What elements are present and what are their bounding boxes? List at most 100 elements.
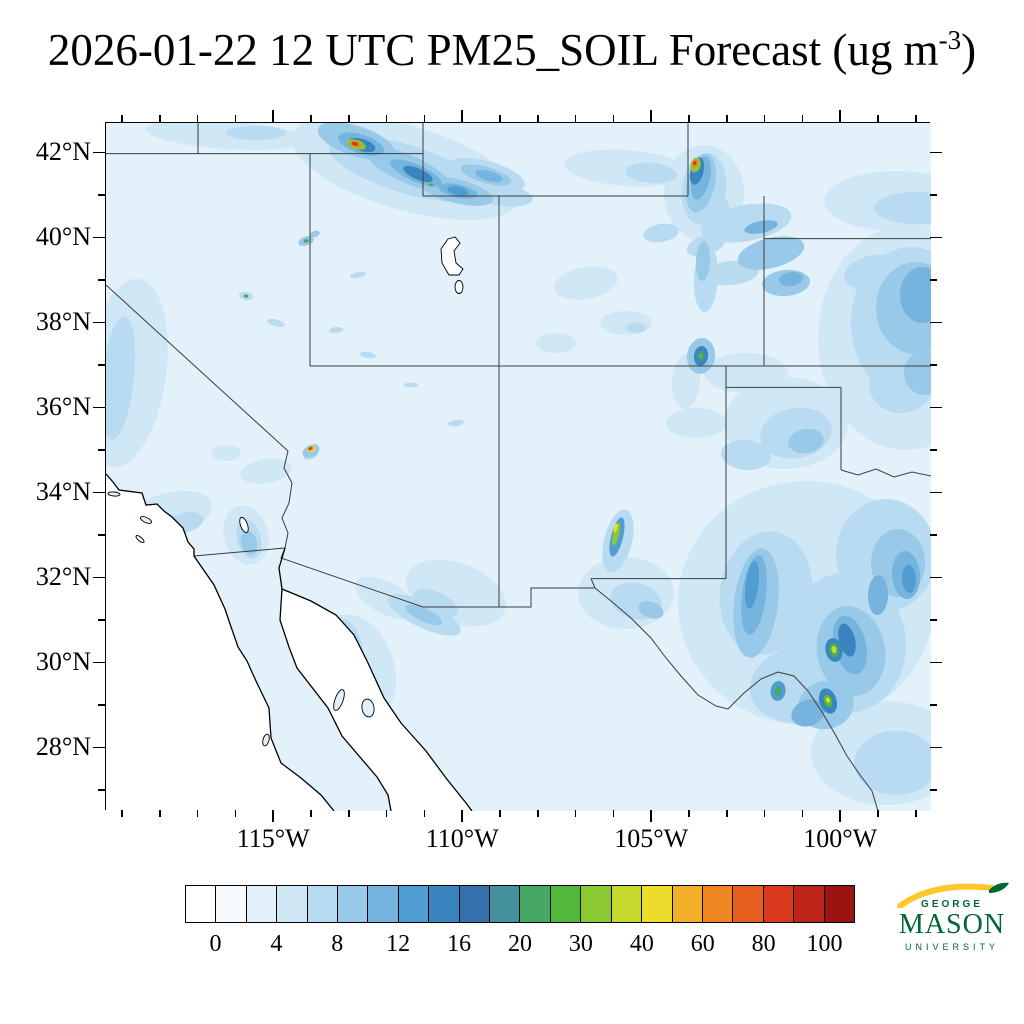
axis-tick <box>839 110 841 122</box>
axis-tick <box>98 364 105 366</box>
colorbar-tick-label: 4 <box>270 931 283 957</box>
axis-tick <box>930 364 937 366</box>
lat-tick-label: 36°N <box>35 391 91 421</box>
lakes <box>239 236 464 534</box>
dust-region-texas <box>678 377 931 805</box>
dust-plume-snake-river-idaho <box>291 123 533 220</box>
axis-tick <box>930 279 937 281</box>
axis-tick <box>574 115 577 122</box>
axis-tick <box>234 115 237 122</box>
lon-tick-label: 100°W <box>803 824 878 853</box>
colorbar-segment <box>733 886 764 922</box>
colorbar-segment <box>520 886 551 922</box>
axis-tick <box>423 115 426 122</box>
colorbar-segment <box>246 886 278 922</box>
axis-tick <box>272 810 274 822</box>
axis-tick <box>930 746 942 749</box>
axis-tick <box>915 115 917 122</box>
axis-tick <box>461 110 463 122</box>
lat-tick-label: 38°N <box>35 306 91 336</box>
axis-tick <box>310 810 312 817</box>
axis-tick <box>196 810 199 817</box>
lat-tick-label: 30°N <box>35 646 91 676</box>
gmu-mason-text: MASON <box>898 909 1006 940</box>
state-borders <box>106 123 931 607</box>
axis-tick <box>877 115 879 122</box>
axis-tick <box>930 236 942 239</box>
axis-tick <box>93 576 105 579</box>
gulf-of-california <box>280 589 472 811</box>
axis-tick <box>650 810 652 822</box>
lon-tick-label: 105°W <box>614 824 689 853</box>
axis-tick <box>121 115 123 122</box>
colorbar-tick-label: 0 <box>209 931 222 957</box>
title-exponent: -3 <box>938 25 962 55</box>
gmu-george-text: GEORGE <box>921 899 983 910</box>
axis-tick <box>93 406 105 409</box>
axis-tick <box>726 115 728 122</box>
dust-region-plains-nebraska-kansas <box>643 171 931 450</box>
axis-tick <box>98 534 105 536</box>
lon-tick-label: 115°W <box>236 824 310 853</box>
axis-tick <box>93 491 105 494</box>
colorbar-segment <box>398 886 430 922</box>
axis-tick <box>98 619 105 621</box>
coastline <box>106 473 473 811</box>
colorbar-segment <box>338 886 369 922</box>
colorbar-segment <box>490 886 521 922</box>
axis-tick <box>196 115 199 122</box>
axis-tick <box>763 115 766 122</box>
title-text: 2026-01-22 12 UTC PM25_SOIL Forecast (ug… <box>47 25 939 75</box>
colorbar-segment <box>763 886 795 922</box>
map-frame <box>105 122 931 811</box>
axis-tick <box>98 449 105 451</box>
colorbar-segment <box>368 886 399 922</box>
lat-tick-label: 42°N <box>35 136 91 166</box>
axis-tick <box>423 810 426 817</box>
axis-tick <box>537 810 539 817</box>
colorbar-segment <box>581 886 612 922</box>
colorbar <box>185 885 855 923</box>
axis-tick <box>930 534 937 536</box>
lat-tick-label: 34°N <box>35 476 91 506</box>
axis-tick <box>461 810 463 822</box>
dust-region-oregon <box>146 123 306 151</box>
axis-tick <box>930 661 942 664</box>
axis-tick <box>93 151 105 154</box>
dust-region-new-mexico <box>578 408 726 629</box>
axis-tick <box>930 194 937 196</box>
colorbar-tick-label: 12 <box>386 931 411 957</box>
lat-tick-label: 40°N <box>35 221 91 251</box>
axis-tick <box>688 115 690 122</box>
colorbar-tick-label: 40 <box>629 931 654 957</box>
colorbar-tick-label: 80 <box>751 931 776 957</box>
axis-tick <box>930 789 937 791</box>
axis-tick <box>930 406 942 409</box>
islands <box>107 491 375 747</box>
axis-tick <box>574 810 577 817</box>
colorbar-segment <box>672 886 703 922</box>
forecast-map <box>106 123 931 811</box>
axis-tick <box>612 810 615 817</box>
axis-tick <box>801 115 804 122</box>
lat-tick-label: 28°N <box>35 731 91 761</box>
axis-tick <box>930 491 942 494</box>
colorbar-segment <box>186 886 217 922</box>
axis-tick <box>726 810 728 817</box>
colorbar-segment <box>550 886 582 922</box>
colorbar-segment <box>824 886 854 922</box>
dust-hotspot-lake-mead <box>302 444 320 460</box>
colorbar-tick-label: 8 <box>331 931 344 957</box>
axis-tick <box>98 789 105 791</box>
axis-tick <box>801 810 804 817</box>
gmu-swoosh-icon <box>897 882 1009 908</box>
axis-tick <box>234 810 237 817</box>
axis-tick <box>348 810 350 817</box>
colorbar-segment <box>611 886 643 922</box>
axis-tick <box>930 321 942 324</box>
gmu-university-text: UNIVERSITY <box>904 942 999 953</box>
figure-title: 2026-01-22 12 UTC PM25_SOIL Forecast (ug… <box>0 24 1024 76</box>
pacific-ocean <box>106 474 334 811</box>
axis-tick <box>915 810 917 817</box>
axis-tick <box>499 115 501 122</box>
